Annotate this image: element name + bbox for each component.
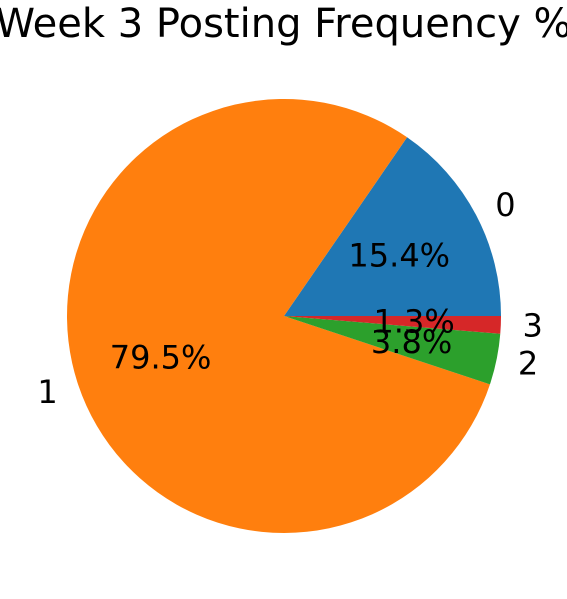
slice-category-label: 1 [37,373,57,411]
pie-slice-1 [66,99,490,533]
pie-slice-2 [284,316,501,385]
slice-percent-label: 1.3% [373,302,454,340]
slice-category-label: 0 [495,186,515,224]
pie-labels: 0 15.4% 1 79.5% 2 3.8% 3 1.3% [37,186,543,411]
slice-percent-label: 79.5% [110,338,212,376]
slice-percent-label: 15.4% [348,236,450,274]
pie-slices [66,99,501,533]
pie-slice-0 [284,137,501,316]
slice-percent-label: 3.8% [371,323,452,361]
slice-category-label: 3 [523,307,543,345]
slice-category-label: 2 [518,345,538,383]
pie-slice-3 [284,316,501,334]
chart-title: Week 3 Posting Frequency % [0,1,567,47]
